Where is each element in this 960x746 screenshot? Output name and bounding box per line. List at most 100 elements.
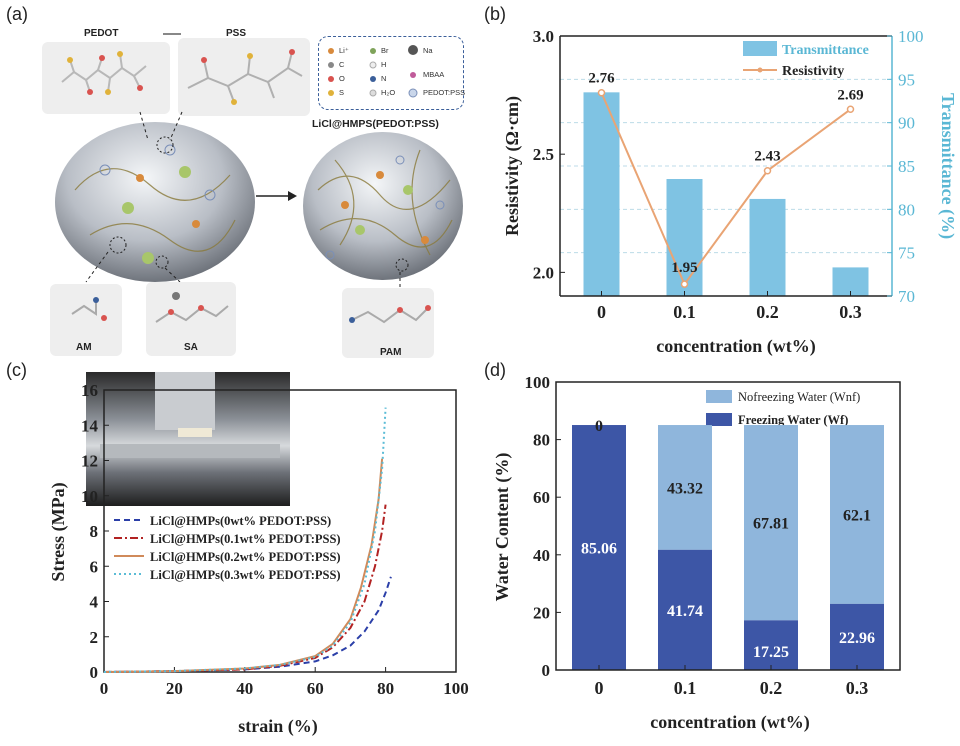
legend-c: C [339,60,345,69]
bar-transmittance-2 [749,198,786,296]
chart-d-xlabel: concentration (wt%) [650,712,809,733]
legend-li: Li⁺ [339,46,349,55]
pedot-molecule-drawing [61,51,147,95]
tick-label-d-y-1: 20 [533,603,550,622]
chart-d-legend: Nofreezing Water (Wnf) Freezing Water (W… [706,390,860,427]
tick-label-d-x-1: 0.1 [674,678,697,698]
data-label-freezing-2: 17.25 [753,644,789,661]
tick-label-b-x-1: 0.1 [673,302,696,322]
data-label-freezing-0: 85.06 [581,541,617,558]
point-resistivity-0 [597,88,606,97]
tick-label-c-x-4: 80 [377,679,394,698]
chart-b-legend: Transmittance Resistivity [743,41,869,79]
chart-c-ylabel: Stress (MPa) [48,482,69,581]
legend-pedot-pss: PEDOT:PSS [423,88,466,97]
bar-freezing-0 [572,425,626,670]
series-c-2 [103,458,384,673]
tick-label-d-y-2: 40 [533,546,550,565]
chart-b-ylabel: Resistivity (Ω·cm) [502,96,523,236]
am-label: AM [76,342,92,353]
tick-label-c-y-5: 10 [81,487,98,506]
tick-label-b-right-2: 80 [898,200,915,219]
pam-label: PAM [380,347,402,358]
bar-freezing-1 [658,549,712,670]
legend-resistivity-marker [757,67,763,73]
tick-label-c-x-5: 100 [443,679,469,698]
legend-resistivity: Resistivity [782,64,844,79]
line-resistivity [600,92,852,287]
point-resistivity-3 [846,105,855,114]
data-label-resistivity-2: 2.43 [754,149,780,165]
legend-nofreezing: Nofreezing Water (Wnf) [738,390,860,404]
pam-molecule [342,288,434,358]
chart-d-ylabel: Water Content (%) [492,453,513,602]
data-label-nofreezing-0: 0 [595,418,603,435]
panel-a-label: (a) [6,4,28,24]
tick-label-c-y-8: 16 [81,381,98,400]
point-resistivity-2 [763,166,772,175]
tick-label-b-right-1: 75 [898,244,915,263]
tick-label-c-y-2: 4 [90,593,99,612]
arrow-head [288,191,297,201]
hydrogel-title: LiCl@HMPS(PEDOT:PSS) [312,118,439,130]
legend-br: Br [381,46,389,55]
pss-label: PSS [226,28,247,39]
stress-strain-chart: strain (%) Stress (MPa) LiCl@HMPs(0wt% P… [48,372,469,737]
am-drawing [71,297,107,321]
tick-label-b-right-6: 100 [898,27,924,46]
legend-c-03wt: LiCl@HMPs(0.3wt% PEDOT:PSS) [150,568,341,582]
panel-b-label: (b) [484,4,506,24]
tick-label-b-right-5: 95 [898,70,915,89]
panel-b-resistivity-chart: (b) concentration (wt%) Resistivity (Ω·c… [480,0,960,370]
data-label-resistivity-1: 1.95 [671,260,697,276]
legend-freezing: Freezing Water (Wf) [738,413,848,427]
tick-label-c-x-3: 60 [307,679,324,698]
bar-nofreezing-1 [658,425,712,550]
legend-transmittance: Transmittance [782,43,869,58]
point-resistivity-1 [680,280,689,288]
data-label-freezing-3: 22.96 [839,630,875,647]
hydrogel-spheres [55,111,463,288]
am-molecule [50,284,122,356]
tick-label-c-x-1: 20 [166,679,183,698]
data-label-nofreezing-2: 67.81 [753,516,789,533]
sa-label: SA [184,342,198,353]
series-c-0 [103,576,392,673]
bar-freezing-2 [744,620,798,670]
chart-b-xlabel: concentration (wt%) [656,336,815,357]
tick-label-b-right-0: 70 [898,287,915,306]
tick-label-d-y-0: 0 [542,661,551,680]
data-label-nofreezing-3: 62.1 [843,507,871,524]
resistivity-chart: concentration (wt%) Resistivity (Ω·cm) T… [502,27,958,357]
legend-o: O [339,74,345,83]
tick-label-b-right-3: 85 [898,157,915,176]
data-label-freezing-1: 41.74 [667,603,703,620]
legend-freezing-swatch [706,413,732,426]
pedot-molecule [42,42,170,114]
legend-s: S [339,88,345,97]
legend-mbaa: MBAA [423,70,445,79]
tick-label-b-x-0: 0 [597,302,606,322]
tick-label-b-left-1: 2.5 [533,145,554,164]
legend-nofreezing-swatch [706,390,732,403]
sa-molecule [146,282,236,356]
tick-label-c-y-7: 14 [81,416,99,435]
tick-label-c-y-0: 0 [90,663,99,682]
tick-label-d-y-3: 60 [533,488,550,507]
pam-drawing [349,305,431,324]
sa-drawing [155,292,229,323]
water-content-chart: concentration (wt%) Water Content (%) No… [492,373,901,733]
pss-molecule [178,38,310,116]
legend-h2o: H₂O [381,88,396,97]
element-legend: Li⁺ Br Na C H O N MBAA S H₂O PEDOT:PSS [318,36,466,110]
tick-label-b-left-2: 3.0 [533,27,554,46]
tick-label-c-y-4: 8 [90,522,99,541]
data-label-resistivity-0: 2.76 [588,71,615,87]
legend-c-02wt: LiCl@HMPs(0.2wt% PEDOT:PSS) [150,550,341,564]
bar-nofreezing-3 [830,425,884,604]
bar-nofreezing-2 [744,425,798,621]
tick-label-d-x-0: 0 [595,678,604,698]
tick-label-c-y-1: 2 [90,628,99,647]
tick-label-d-x-2: 0.2 [760,678,783,698]
sphere-left [55,122,255,282]
